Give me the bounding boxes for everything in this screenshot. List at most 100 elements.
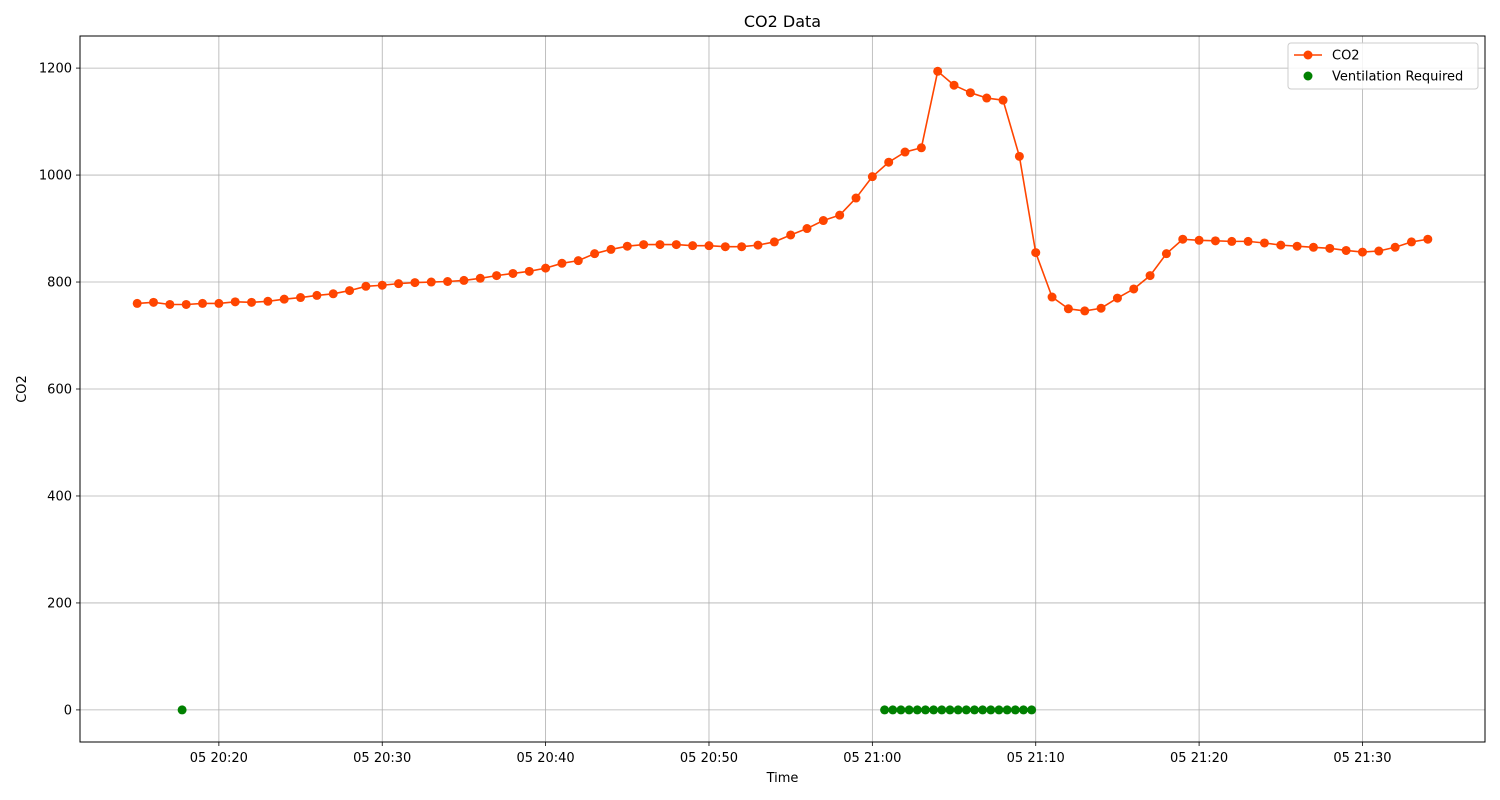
ventilation-required-point — [953, 705, 963, 715]
legend-co2-marker — [1303, 50, 1313, 60]
co2-point — [802, 224, 812, 234]
co2-point — [1308, 242, 1318, 252]
co2-point — [149, 297, 159, 307]
co2-point — [573, 256, 583, 266]
co2-point — [1129, 284, 1139, 294]
ventilation-required-point — [994, 705, 1004, 715]
co2-point — [230, 297, 240, 307]
co2-point — [132, 298, 142, 308]
ventilation-required-point — [929, 705, 939, 715]
ventilation-required-point — [961, 705, 971, 715]
co2-point — [1292, 241, 1302, 251]
co2-point — [345, 286, 355, 296]
co2-point — [786, 230, 796, 240]
x-axis-label: Time — [766, 771, 799, 786]
co2-point — [296, 293, 306, 303]
co2-point — [1080, 306, 1090, 316]
legend: CO2 Ventilation Required — [1287, 42, 1479, 90]
co2-point — [1406, 237, 1416, 247]
legend-co2-label: CO2 — [1332, 49, 1360, 64]
co2-point — [361, 281, 371, 291]
y-tick-label: 200 — [47, 596, 72, 611]
co2-point — [688, 241, 698, 251]
ticks: 05 20:20 05 20:30 05 20:40 05 20:50 05 21:00… — [39, 62, 1392, 766]
co2-point — [639, 240, 649, 250]
co2-point — [1063, 304, 1073, 314]
co2-point — [851, 193, 861, 203]
co2-point — [1374, 246, 1384, 256]
y-tick-label: 0 — [64, 703, 72, 718]
co2-point — [769, 237, 779, 247]
x-tick-label: 05 21:30 — [1333, 751, 1391, 766]
co2-point — [982, 93, 992, 103]
ventilation-required-point — [1002, 705, 1012, 715]
co2-point — [835, 210, 845, 220]
co2-point — [590, 249, 600, 259]
co2-point — [965, 88, 975, 98]
co2-point — [949, 80, 959, 90]
legend-box — [1287, 42, 1479, 90]
chart-title: CO2 Data — [744, 12, 821, 31]
ventilation-required-point — [177, 705, 187, 715]
co2-point — [900, 147, 910, 157]
co2-point — [541, 263, 551, 273]
co2-point — [557, 258, 567, 268]
y-axis-label: CO2 — [15, 375, 30, 403]
co2-point — [1210, 236, 1220, 246]
co2-point — [1031, 248, 1041, 258]
co2-point — [492, 271, 502, 281]
ventilation-required-point — [937, 705, 947, 715]
ventilation-required-point — [986, 705, 996, 715]
ventilation-required-point — [888, 705, 898, 715]
y-tick-label: 600 — [47, 383, 72, 398]
co2-point — [1194, 235, 1204, 245]
co2-point — [214, 298, 224, 308]
co2-point — [1243, 236, 1253, 246]
ventilation-required-point — [1027, 705, 1037, 715]
co2-point — [198, 298, 208, 308]
y-tick-label: 1000 — [39, 169, 72, 184]
x-tick-label: 05 21:10 — [1007, 751, 1065, 766]
co2-point — [1390, 242, 1400, 252]
co2-point — [704, 241, 714, 251]
co2-point — [1112, 293, 1122, 303]
co2-point — [753, 240, 763, 250]
ventilation-required-point — [904, 705, 914, 715]
co2-point — [818, 216, 828, 226]
y-tick-label: 400 — [47, 489, 72, 504]
x-tick-label: 05 21:00 — [843, 751, 901, 766]
co2-point — [655, 240, 665, 250]
co2-point — [1276, 240, 1286, 250]
co2-point — [1178, 234, 1188, 244]
co2-point — [394, 279, 404, 289]
co2-point — [475, 273, 485, 283]
x-tick-label: 05 20:50 — [680, 751, 738, 766]
x-tick-label: 05 20:30 — [353, 751, 411, 766]
legend-ventilation-required-marker — [1303, 71, 1313, 81]
co2-point — [622, 241, 632, 251]
ventilation-required-point — [978, 705, 988, 715]
co2-point — [933, 66, 943, 76]
ventilation-required-point — [880, 705, 890, 715]
co2-point — [247, 297, 257, 307]
co2-point — [720, 242, 730, 252]
co2-point — [328, 289, 338, 299]
co2-point — [1096, 303, 1106, 313]
series-layer — [132, 66, 1433, 715]
co2-point — [606, 244, 616, 254]
y-tick-label: 1200 — [39, 62, 72, 77]
co2-point — [1341, 245, 1351, 255]
ventilation-required-point — [912, 705, 922, 715]
co2-point — [884, 157, 894, 167]
co2-point — [410, 278, 420, 288]
ventilation-required-point — [920, 705, 930, 715]
co2-point — [737, 242, 747, 252]
y-tick-label: 800 — [47, 276, 72, 291]
ventilation-required-point — [1018, 705, 1028, 715]
co2-point — [1357, 247, 1367, 257]
co2-point — [1259, 238, 1269, 248]
co2-point — [279, 294, 289, 304]
co2-point — [916, 143, 926, 153]
x-tick-label: 05 20:40 — [517, 751, 575, 766]
